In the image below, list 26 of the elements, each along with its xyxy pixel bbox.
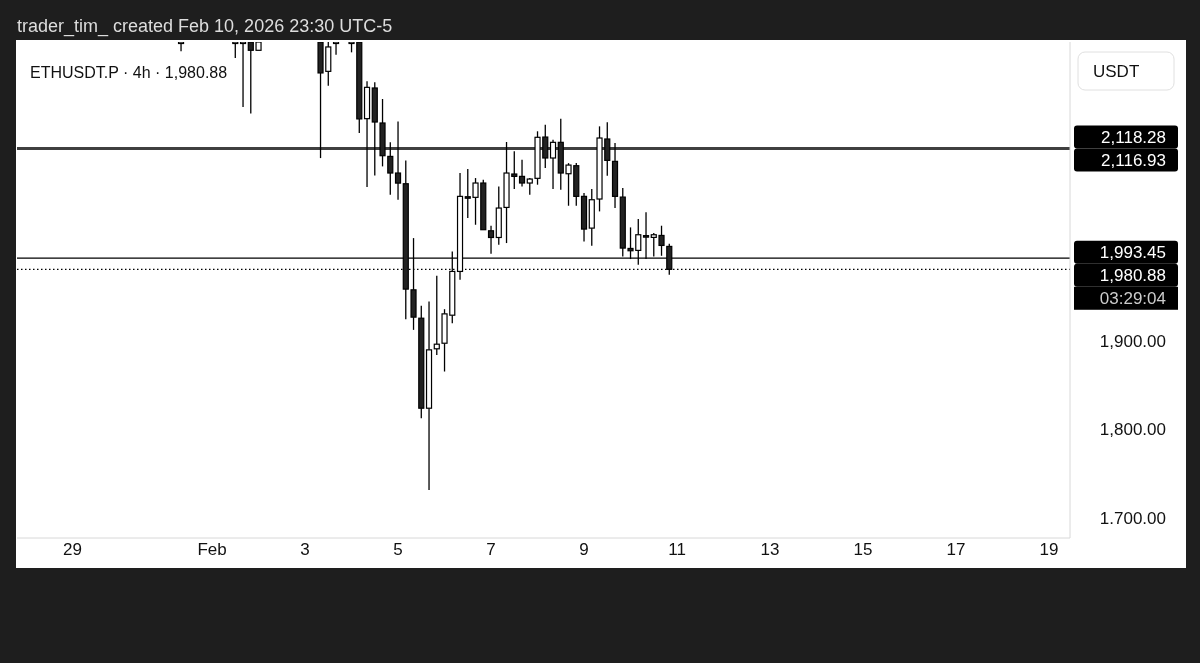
text: trader_tim_ created Feb 10, 2026 23:30 UTC-5 xyxy=(17,16,393,37)
x-tick-label: 9 xyxy=(579,540,589,559)
text: ETHUSDT.P · 4h · 1,980.88 xyxy=(30,64,228,81)
x-tick-label: 7 xyxy=(486,540,496,559)
y-tick-label: 1,900.00 xyxy=(1099,331,1166,351)
x-tick-label: 11 xyxy=(668,540,686,559)
x-tick-label: 5 xyxy=(393,540,403,559)
ref-line-label: 2,116.93 xyxy=(1101,151,1166,171)
candlestick xyxy=(580,192,588,243)
y-tick-label: 1.700.00 xyxy=(1099,508,1166,528)
ref-line-label: 1,993.45 xyxy=(1099,243,1166,263)
x-tick-label: 19 xyxy=(1039,540,1059,559)
ref-line-label: 1,980.88 xyxy=(1099,266,1166,286)
candlestick xyxy=(425,300,433,491)
candlestick xyxy=(487,225,495,255)
x-tick-label: 3 xyxy=(300,540,310,559)
text: 03:29:04 xyxy=(1099,289,1166,309)
ref-line-label: 2,118.28 xyxy=(1101,128,1166,148)
x-tick-label: 13 xyxy=(760,540,780,559)
y-tick-label: 1,800.00 xyxy=(1099,420,1166,440)
candlestick xyxy=(518,159,526,188)
x-tick-label: 17 xyxy=(946,540,966,559)
y-axis-title: USDT xyxy=(1093,62,1140,81)
x-tick-label: 29 xyxy=(63,540,82,559)
x-tick-label: 15 xyxy=(853,540,873,559)
x-tick-label: Feb xyxy=(197,540,227,559)
